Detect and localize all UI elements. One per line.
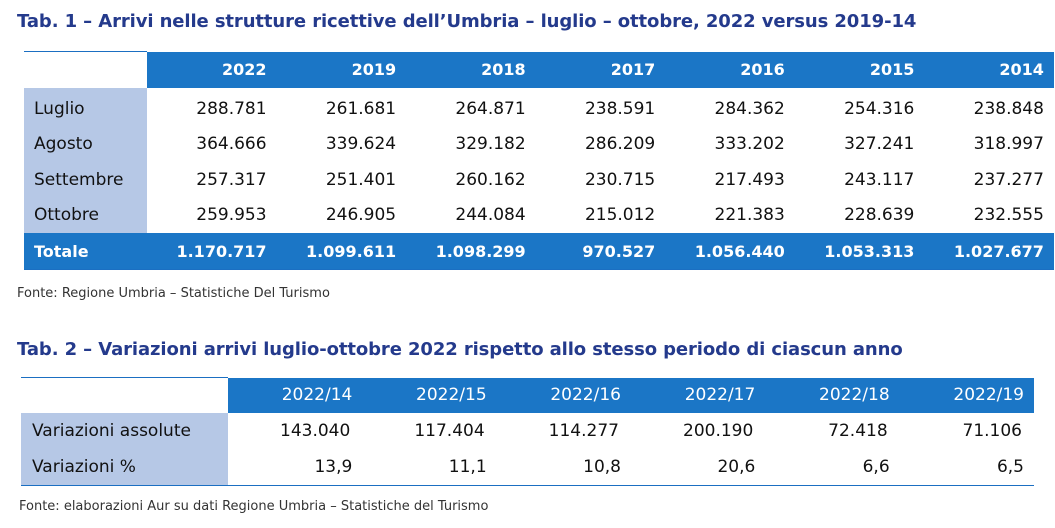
row-label: Variazioni assolute [21,413,228,449]
table-cell: 6,5 [996,457,1024,477]
table-cell: 251.401 [325,169,397,190]
table-cell: 20,6 [717,457,756,477]
table1-col-header: 2016 [665,51,795,88]
total-cell: 1.170.717 [147,233,277,270]
table-cell: 364.666 [196,134,267,155]
table-cell: 261.681 [325,98,397,119]
table1-header-row: 2022 2019 2018 2017 2016 2015 2014 [24,51,1054,88]
table-cell: 243.117 [844,169,915,190]
table-row: Luglio 288.781 261.681 264.871 238.591 2… [24,88,1054,127]
table2-col-header: 2022/17 [630,377,766,413]
table2-col-header: 2022/16 [496,377,631,413]
table2-corner-cell [21,377,228,413]
table-row: Agosto 364.666 339.624 329.182 286.209 3… [24,126,1054,162]
table2-variations: 2022/14 2022/15 2022/16 2022/17 2022/18 … [21,377,1034,486]
table1-arrivals: 2022 2019 2018 2017 2016 2015 2014 Lugli… [24,51,1054,270]
table-cell: 259.953 [196,205,267,226]
table1-title: Tab. 1 – Arrivi nelle strutture ricettiv… [17,11,917,32]
table1-col-header: 2022 [147,51,277,88]
total-cell: 1.056.440 [665,233,795,270]
table-cell: 221.383 [714,205,785,226]
table-cell: 117.404 [414,421,485,441]
table2-col-header: 2022/14 [228,377,363,413]
table-cell: 257.317 [196,169,267,190]
table-cell: 217.493 [714,169,785,190]
table-cell: 318.997 [973,134,1044,155]
table-cell: 237.277 [973,169,1044,190]
row-label: Variazioni % [21,449,228,486]
row-label: Settembre [24,162,147,198]
table1-corner-cell [24,51,147,88]
table-row: Variazioni % 13,9 11,1 10,8 20,6 6,6 6,5 [21,449,1034,486]
table-cell: 246.905 [325,205,397,226]
table-row: Settembre 257.317 251.401 260.162 230.71… [24,162,1054,198]
table-cell: 238.591 [584,98,656,119]
table-cell: 329.182 [455,134,526,155]
table-cell: 72.418 [828,421,888,441]
table-cell: 230.715 [584,169,656,190]
table2-title: Tab. 2 – Variazioni arrivi luglio-ottobr… [17,339,903,360]
table-cell: 264.871 [455,98,526,119]
table-cell: 13,9 [314,457,353,477]
table-cell: 143.040 [280,421,351,441]
table-row: Ottobre 259.953 246.905 244.084 215.012 … [24,197,1054,233]
table2-col-header: 2022/15 [362,377,497,413]
row-label: Ottobre [24,197,147,233]
table-cell: 11,1 [448,457,487,477]
table-cell: 286.209 [584,134,656,155]
row-label: Luglio [24,88,147,127]
table1-col-header: 2017 [535,51,666,88]
table-cell: 288.781 [196,98,267,119]
total-cell: 970.527 [535,233,666,270]
table-cell: 228.639 [844,205,915,226]
total-label: Totale [24,233,147,270]
total-cell: 1.027.677 [924,233,1054,270]
table-row: Variazioni assolute 143.040 117.404 114.… [21,413,1034,449]
table-cell: 71.106 [962,421,1022,441]
total-cell: 1.098.299 [406,233,536,270]
table2-header-row: 2022/14 2022/15 2022/16 2022/17 2022/18 … [21,377,1034,413]
row-label: Agosto [24,126,147,162]
table1-source: Fonte: Regione Umbria – Statistiche Del … [17,286,330,301]
table-cell: 339.624 [325,134,397,155]
table-cell: 238.848 [973,98,1044,119]
table2-source: Fonte: elaborazioni Aur su dati Regione … [19,499,489,514]
table-cell: 215.012 [584,205,656,226]
table-cell: 284.362 [714,98,785,119]
table-cell: 114.277 [548,421,619,441]
table-cell: 6,6 [862,457,890,477]
table-cell: 260.162 [455,169,526,190]
table1-col-header: 2015 [794,51,925,88]
table-cell: 200.190 [683,421,754,441]
table2-col-header: 2022/19 [899,377,1034,413]
total-cell: 1.099.611 [276,233,407,270]
table-cell: 254.316 [844,98,915,119]
total-cell: 1.053.313 [794,233,925,270]
table2-col-header: 2022/18 [765,377,900,413]
table1-col-header: 2014 [924,51,1054,88]
table-cell: 327.241 [844,134,915,155]
table1-col-header: 2018 [406,51,536,88]
table1-total-row: Totale 1.170.717 1.099.611 1.098.299 970… [24,233,1054,270]
table-cell: 333.202 [714,134,785,155]
table-cell: 232.555 [973,205,1044,226]
table-cell: 244.084 [455,205,526,226]
table-cell: 10,8 [583,457,621,477]
table1-col-header: 2019 [276,51,407,88]
